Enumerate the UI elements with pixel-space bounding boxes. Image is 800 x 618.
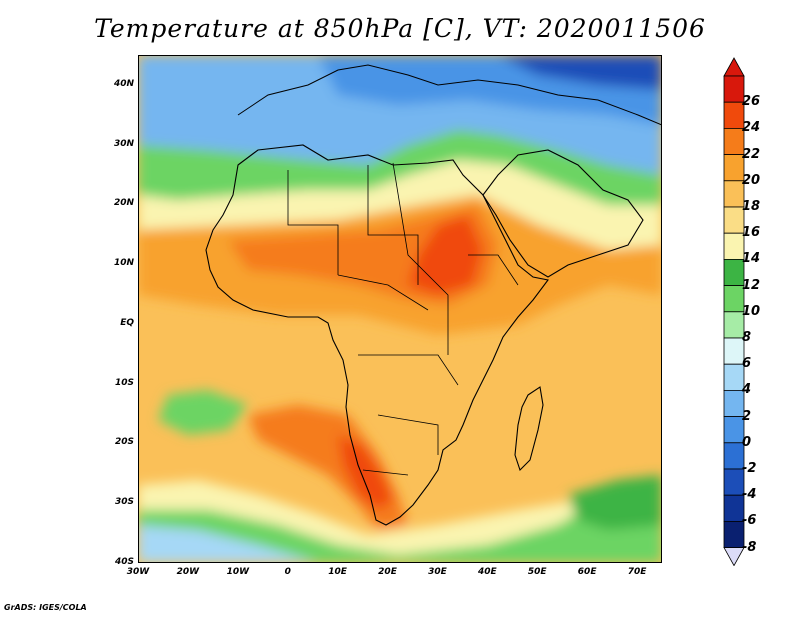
lon-label: 30W bbox=[126, 567, 150, 577]
lat-label: 10N bbox=[113, 258, 134, 269]
cold-northeast-deep bbox=[498, 55, 662, 90]
lon-label: 10E bbox=[328, 567, 347, 577]
colorbar-swatch bbox=[723, 180, 745, 208]
colorbar-swatch bbox=[723, 442, 745, 470]
colorbar-label: 8 bbox=[742, 330, 752, 345]
colorbar-swatch bbox=[723, 258, 745, 286]
colorbar-label: 16 bbox=[742, 225, 761, 241]
lon-label: 50E bbox=[527, 567, 547, 577]
europe-coastline bbox=[237, 64, 662, 126]
colorbar-label: 10 bbox=[742, 303, 761, 319]
colorbar-label: 2 bbox=[742, 408, 752, 424]
colorbar-swatch bbox=[723, 494, 745, 522]
temperature-field bbox=[138, 55, 662, 563]
warm-core-24 bbox=[408, 215, 483, 295]
lat-label: 30N bbox=[113, 138, 134, 149]
lat-label: 10S bbox=[114, 377, 134, 388]
map-panel bbox=[138, 55, 662, 563]
colorbar-swatch bbox=[723, 520, 745, 548]
colorbar-label: 4 bbox=[742, 382, 752, 398]
map-title: Temperature at 850hPa [C], VT: 202001150… bbox=[94, 14, 706, 43]
colorbar bbox=[723, 57, 745, 566]
colorbar-swatch bbox=[723, 285, 745, 313]
lon-label: 0 bbox=[284, 567, 291, 577]
colorbar-label: 14 bbox=[742, 251, 761, 267]
lat-label: 40S bbox=[114, 557, 134, 567]
colorbar-swatch bbox=[723, 337, 745, 365]
colorbar-swatch bbox=[723, 363, 745, 391]
colorbar-label: 6 bbox=[742, 356, 752, 372]
colorbar-label: -2 bbox=[742, 461, 757, 476]
lon-label: 70E bbox=[627, 567, 647, 577]
lat-label: 20S bbox=[114, 437, 134, 448]
colorbar-label: 24 bbox=[742, 120, 761, 136]
colorbar-label: 20 bbox=[742, 172, 761, 188]
cool-south-atlantic bbox=[158, 390, 248, 435]
lon-label: 20E bbox=[378, 567, 397, 577]
lat-label: 40N bbox=[113, 78, 134, 89]
colorbar-swatch bbox=[723, 206, 745, 234]
cool-south-band-6 bbox=[138, 525, 318, 563]
colorbar-swatch bbox=[723, 311, 745, 339]
colorbar-swatch bbox=[723, 128, 745, 156]
map-frame bbox=[138, 55, 662, 563]
colorbar-swatch bbox=[723, 154, 745, 182]
colorbar-label: 0 bbox=[742, 434, 752, 450]
colorbar-swatch bbox=[723, 468, 745, 496]
colorbar-swatch bbox=[723, 232, 745, 260]
lon-label: 40E bbox=[477, 567, 497, 577]
band-10-12-north bbox=[138, 130, 662, 205]
colorbar-swatch bbox=[723, 389, 745, 417]
country-borders bbox=[287, 162, 519, 476]
lon-label: 30E bbox=[428, 567, 447, 577]
colorbar-label: 18 bbox=[742, 199, 761, 214]
colorbar-swatch bbox=[723, 101, 745, 129]
colorbar-swatch bbox=[723, 75, 745, 103]
lat-label: EQ bbox=[120, 317, 134, 328]
lat-label: 20N bbox=[113, 198, 134, 209]
arabia-coastline bbox=[482, 149, 644, 278]
colorbar-label: -4 bbox=[742, 487, 757, 503]
lon-label: 10W bbox=[226, 567, 250, 577]
cool-south-band-10 bbox=[138, 475, 662, 563]
colorbar-bottom-arrow bbox=[723, 547, 745, 566]
africa-coastline bbox=[205, 144, 549, 526]
lon-label: 20W bbox=[176, 567, 200, 577]
warm-south-24 bbox=[338, 435, 393, 510]
lon-label: 60E bbox=[577, 567, 597, 577]
colorbar-label: 26 bbox=[742, 94, 761, 110]
credit-text: GrADS: IGES/COLA bbox=[4, 603, 87, 612]
colorbar-label: 12 bbox=[742, 277, 761, 293]
cool-southeast-green bbox=[568, 475, 662, 530]
colorbar-swatch bbox=[723, 416, 745, 444]
lat-label: 30S bbox=[114, 497, 134, 508]
colorbar-top-arrow bbox=[723, 57, 745, 77]
colorbar-label: -8 bbox=[742, 539, 757, 555]
colorbar-label: 22 bbox=[742, 146, 761, 162]
madagascar-coastline bbox=[514, 386, 544, 472]
colorbar-label: -6 bbox=[742, 513, 757, 529]
